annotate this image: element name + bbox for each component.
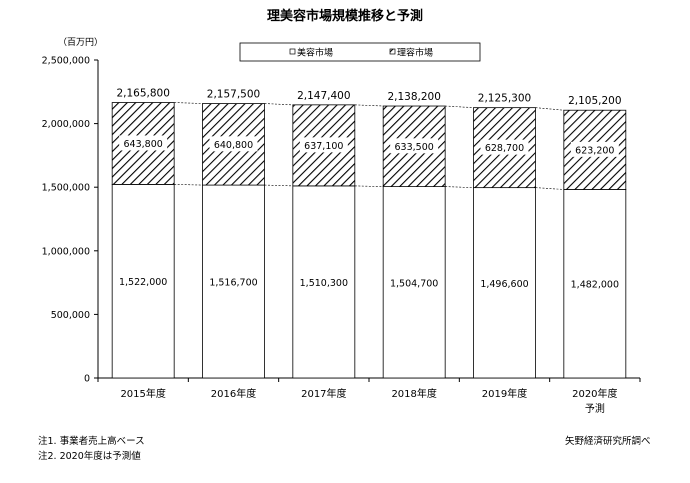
y-tick-label-5: 2,500,000: [42, 56, 90, 67]
data-label-barber-4: 628,700: [485, 143, 524, 154]
data-label-beauty-0: 1,522,000: [119, 277, 167, 288]
data-label-barber-0: 643,800: [124, 139, 163, 150]
data-label-beauty-5: 1,482,000: [571, 280, 619, 291]
y-unit-label: （百万円）: [58, 37, 103, 48]
y-tick-label-1: 500,000: [51, 310, 90, 321]
data-label-barber-2: 637,100: [304, 141, 343, 152]
x-tick-label-5: 2020年度: [572, 387, 617, 400]
series-line-beauty-3: [445, 186, 474, 188]
x-tick-sublabel-5: 予測: [585, 402, 605, 415]
bar-beauty-3: [382, 186, 446, 379]
bar-beauty-1: [202, 184, 265, 379]
note-1: 注1. 事業者売上高ベース: [38, 436, 145, 447]
x-tick-label-0: 2015年度: [120, 387, 165, 400]
legend-label-series-1: 理容市場: [397, 47, 433, 59]
note-2: 注2. 2020年度は予測値: [38, 451, 141, 462]
source-note: 矢野経済研究所調べ: [565, 436, 651, 447]
series-line-total-2: [354, 104, 384, 107]
x-tick-label-4: 2019年度: [482, 387, 527, 400]
total-label-3: 2,138,200: [387, 91, 440, 103]
x-tick-label-1: 2016年度: [211, 387, 256, 400]
legend-swatch-series-1: [389, 48, 396, 55]
legend-swatch-series-0: [289, 48, 296, 55]
data-label-bg-barber-2: [299, 137, 348, 153]
bar-beauty-0: [111, 184, 175, 379]
chart-title: 理美容市場規模推移と予測: [267, 8, 423, 24]
total-label-5: 2,105,200: [568, 95, 621, 107]
y-tick-label-4: 2,000,000: [42, 119, 90, 130]
plot-area: 0 500,000 1,000,000 1,500,000 2,000,000 2,500…: [42, 56, 641, 415]
series-line-total-1: [264, 103, 293, 106]
series-line-total-3: [445, 105, 474, 108]
legend-box: [239, 42, 481, 62]
y-tick-label-3: 1,500,000: [42, 183, 90, 194]
data-label-beauty-1: 1,516,700: [209, 278, 257, 289]
x-tick-label-2: 2017年度: [301, 387, 346, 400]
total-label-1: 2,157,500: [207, 89, 260, 101]
bar-beauty-2: [292, 185, 356, 379]
legend: 美容市場 理容市場: [239, 42, 481, 62]
series-line-beauty-1: [264, 184, 293, 187]
data-label-bg-barber-5: [570, 141, 619, 157]
y-tick-label-0: 0: [84, 374, 90, 385]
data-label-beauty-4: 1,496,600: [480, 279, 528, 290]
legend-label-series-0: 美容市場: [297, 47, 333, 59]
bar-beauty-5: [563, 189, 627, 379]
total-label-4: 2,125,300: [478, 93, 531, 105]
series-line-beauty-0: [174, 184, 203, 186]
data-label-barber-5: 623,200: [575, 145, 614, 156]
total-label-0: 2,165,800: [116, 88, 169, 100]
series-line-total-4: [535, 107, 564, 111]
data-label-beauty-2: 1,510,300: [300, 278, 348, 289]
data-label-bg-barber-1: [209, 136, 258, 152]
series-line-beauty-4: [535, 187, 564, 190]
series-line-beauty-2: [354, 185, 384, 187]
data-label-bg-barber-4: [480, 139, 529, 155]
series-line-total-0: [174, 102, 203, 104]
data-label-bg-barber-3: [390, 138, 439, 154]
total-label-2: 2,147,400: [297, 90, 350, 102]
data-label-beauty-3: 1,504,700: [390, 278, 438, 289]
data-label-bg-barber-0: [119, 135, 168, 151]
data-label-barber-3: 633,500: [395, 142, 434, 153]
x-tick-label-3: 2018年度: [391, 387, 436, 400]
data-label-barber-1: 640,800: [214, 140, 253, 151]
y-tick-label-2: 1,000,000: [42, 246, 90, 257]
